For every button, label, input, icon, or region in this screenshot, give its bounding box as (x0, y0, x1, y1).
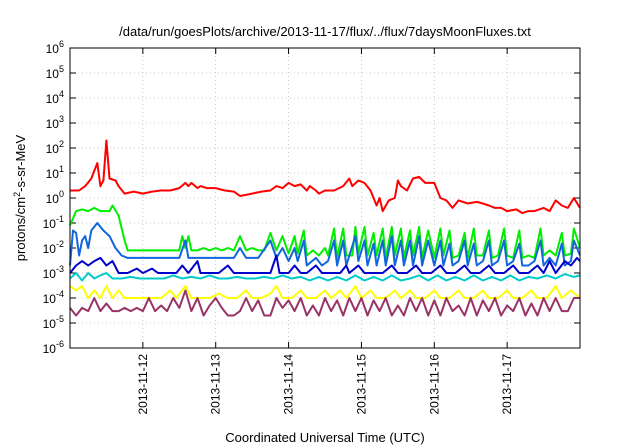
y-tick-exp: -1 (56, 214, 64, 224)
y-tick-label: 103 (46, 114, 64, 131)
y-tick-exp: 5 (59, 64, 64, 74)
x-axis: 2013-11-12 2013-11-13 2013-11-14 2013-11-15… (136, 48, 514, 415)
y-tick-label: 10-1 (43, 214, 64, 231)
y-tick-label: 100 (46, 189, 64, 206)
y-tick-base: 10 (46, 167, 60, 181)
y-tick-exp: 0 (59, 189, 64, 199)
y-tick-base: 10 (43, 292, 57, 306)
y-tick-exp: -5 (56, 314, 64, 324)
y-tick-label: 104 (46, 89, 64, 106)
y-tick-base: 10 (46, 67, 60, 81)
y-tick-base: 10 (43, 267, 57, 281)
y-tick-exp: 6 (59, 39, 64, 49)
y-tick-label: 102 (46, 139, 64, 156)
y-tick-base: 10 (43, 317, 57, 331)
y-tick-exp: -2 (56, 239, 64, 249)
y-tick-label: 10-6 (43, 339, 64, 356)
y-tick-base: 10 (46, 117, 60, 131)
x-tick-label: 2013-11-16 (427, 354, 441, 415)
y-axis: 10-610-510-410-310-210-11001011021031041… (43, 39, 580, 356)
chart-title: /data/run/goesPlots/archive/2013-11-17/f… (119, 24, 531, 39)
y-tick-label: 106 (46, 39, 64, 56)
series-line-5 (69, 272, 581, 282)
y-tick-exp: 2 (59, 139, 64, 149)
x-tick-label: 2013-11-17 (500, 354, 514, 415)
y-tick-label: 101 (46, 164, 64, 181)
y-tick-base: 10 (46, 92, 60, 106)
y-tick-base: 10 (43, 217, 57, 231)
y-tick-label: 10-5 (43, 314, 64, 331)
y-tick-exp: 1 (59, 164, 64, 174)
y-tick-base: 10 (46, 42, 60, 56)
series-line-1 (70, 139, 581, 215)
y-tick-label: 10-3 (43, 264, 64, 281)
series-line-6 (69, 285, 581, 299)
y-tick-exp: 3 (59, 114, 64, 124)
series-line-3 (69, 222, 581, 267)
x-tick-label: 2013-11-14 (282, 354, 296, 415)
x-tick-label: 2013-11-12 (136, 354, 150, 415)
y-tick-label: 10-2 (43, 239, 64, 256)
x-tick-label: 2013-11-13 (209, 354, 223, 415)
y-tick-base: 10 (43, 342, 57, 356)
y-tick-base: 10 (43, 242, 57, 256)
series-line-2 (69, 204, 581, 259)
y-tick-exp: -4 (56, 289, 64, 299)
y-tick-base: 10 (46, 142, 60, 156)
plot-frame (69, 47, 581, 349)
series-lines (69, 139, 581, 317)
y-tick-exp: -3 (56, 264, 64, 274)
y-tick-base: 10 (46, 192, 60, 206)
y-axis-label: protons/cm2-s-sr-MeV (12, 134, 28, 261)
series-line-7 (69, 289, 580, 317)
y-tick-exp: -6 (56, 339, 64, 349)
y-tick-exp: 4 (59, 89, 64, 99)
x-tick-label: 2013-11-15 (354, 354, 368, 415)
series-line-4 (69, 254, 581, 274)
y-tick-label: 105 (46, 64, 64, 81)
x-axis-label: Coordinated Universal Time (UTC) (225, 430, 424, 445)
y-tick-label: 10-4 (43, 289, 64, 306)
